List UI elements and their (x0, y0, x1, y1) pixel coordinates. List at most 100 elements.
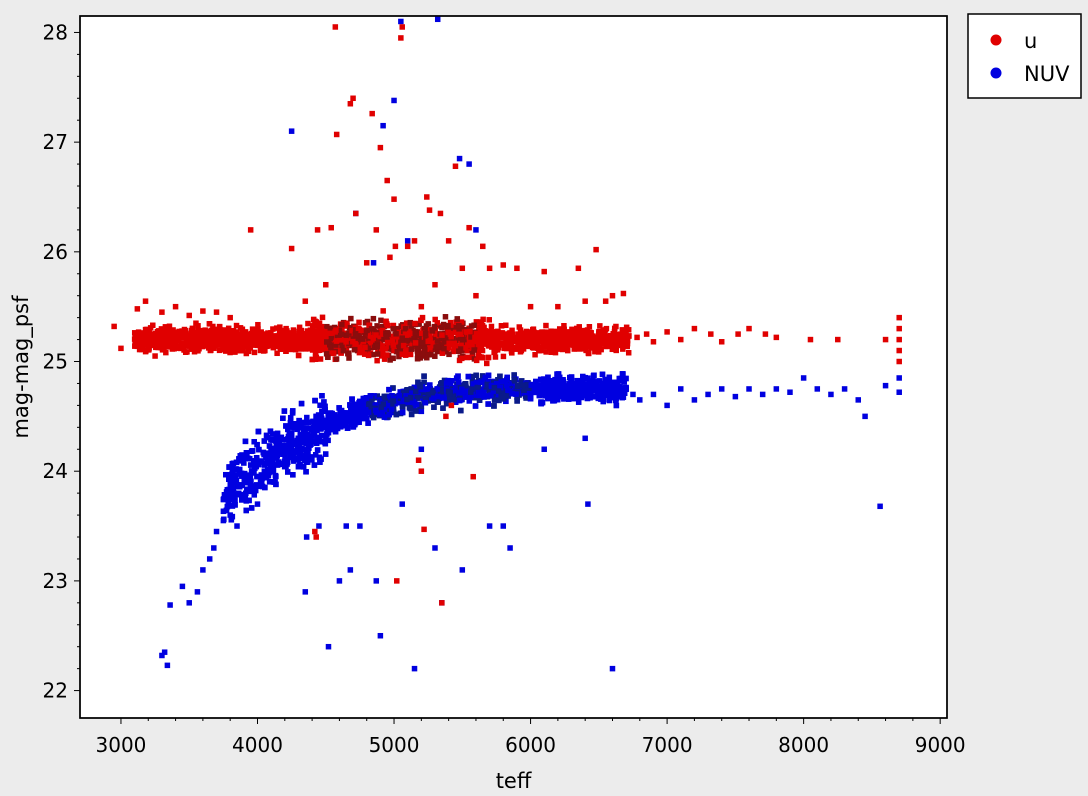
data-point-u (374, 323, 380, 329)
data-point-u (411, 329, 418, 336)
data-point-u (195, 325, 201, 331)
data-point-nuv (302, 452, 309, 459)
data-point-u (449, 327, 456, 334)
data-point-u (577, 329, 584, 336)
data-point-u (469, 341, 475, 347)
data-point-nuv (575, 399, 582, 405)
data-point-u (395, 325, 401, 332)
data-point-u (312, 356, 319, 363)
data-point-nuv (267, 428, 274, 434)
data-point-u (393, 331, 399, 337)
data-point-nuv (616, 375, 623, 382)
data-point-u (233, 339, 240, 346)
data-point-u (434, 338, 441, 344)
data-point-u (227, 347, 233, 354)
data-point-nuv (230, 460, 237, 467)
data-point-u (611, 339, 617, 345)
data-point-u (171, 343, 177, 349)
data-point-nuv (314, 447, 321, 453)
data-point-nuv (408, 411, 415, 418)
data-point-u (485, 328, 492, 335)
data-point-u (463, 345, 469, 351)
data-point-u (517, 327, 524, 333)
data-point-u (131, 330, 138, 336)
data-point-nuv (309, 457, 315, 463)
data-point-u (283, 348, 289, 354)
data-point-u (346, 324, 353, 331)
data-point-nuv (621, 390, 628, 396)
data-point-u (164, 339, 170, 345)
data-point-u (360, 348, 367, 354)
data-point-u (155, 340, 161, 346)
data-point-u (317, 333, 324, 340)
data-point-u (434, 348, 441, 355)
data-point-u (473, 330, 480, 337)
data-point-nuv (550, 398, 556, 404)
data-point-u (532, 340, 538, 346)
data-point-nuv (290, 451, 296, 457)
data-point-u (299, 331, 305, 337)
data-point-u (422, 330, 429, 337)
data-point-u (539, 333, 545, 340)
data-point-u (389, 337, 396, 344)
data-point-u (456, 326, 462, 332)
data-point-nuv (283, 447, 290, 454)
data-point-u (598, 346, 604, 353)
data-point-u (486, 334, 493, 340)
data-point-u (199, 343, 206, 350)
data-point-u (464, 354, 470, 361)
density-bands (131, 308, 632, 523)
data-point-u (452, 329, 459, 336)
data-point-u (148, 335, 154, 341)
data-point-u (500, 353, 507, 360)
data-point-u (618, 342, 624, 349)
data-point-u (620, 346, 626, 352)
data-point-u (317, 356, 324, 362)
data-point-u (402, 330, 409, 337)
data-point-u (432, 353, 438, 359)
data-point-u (552, 348, 558, 354)
data-point-u (485, 354, 492, 361)
data-point-u (248, 338, 255, 344)
data-point-nuv (440, 405, 446, 411)
data-point-u (576, 324, 582, 330)
data-point-u (195, 337, 201, 343)
data-point-u (561, 326, 567, 333)
data-point-nuv (221, 492, 228, 498)
data-point-u (276, 325, 283, 332)
data-point-u (615, 335, 622, 341)
data-point-u (198, 327, 204, 334)
data-point-u (558, 330, 564, 336)
data-point-nuv (256, 446, 262, 453)
data-point-u (199, 333, 206, 340)
data-point-u (504, 335, 510, 342)
data-point-u (312, 334, 319, 341)
data-point-u (257, 337, 263, 343)
data-point-u (268, 335, 274, 342)
data-point-u (396, 353, 402, 360)
data-point-u (374, 357, 380, 364)
data-point-u (328, 344, 334, 351)
data-point-nuv (427, 382, 433, 388)
data-point-u (255, 321, 261, 328)
data-point-u (524, 333, 530, 340)
data-point-u (561, 336, 568, 343)
data-point-u (479, 334, 485, 340)
data-point-u (609, 343, 615, 350)
data-point-u (174, 329, 180, 336)
data-point-nuv (608, 393, 614, 400)
data-point-u (194, 331, 200, 338)
data-point-u (459, 355, 465, 362)
data-point-u (305, 320, 311, 327)
data-point-u (355, 325, 362, 331)
data-point-u (216, 347, 223, 354)
data-point-u (323, 351, 330, 357)
data-point-u (418, 336, 425, 343)
data-point-u (258, 329, 264, 335)
data-point-u (407, 330, 413, 337)
data-point-u (407, 319, 414, 326)
data-point-nuv (322, 451, 329, 457)
data-point-u (585, 350, 592, 357)
data-point-u (312, 318, 318, 325)
data-point-u (337, 337, 343, 344)
